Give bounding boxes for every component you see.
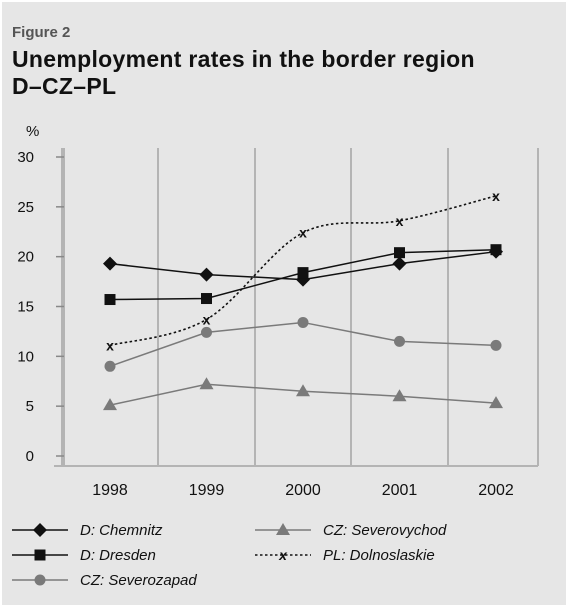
series-line [109, 195, 497, 347]
data-point: x [299, 225, 307, 241]
series-cz-severozapad [104, 316, 502, 372]
x-tick-label: 2002 [478, 482, 514, 499]
legend-swatch-marker [34, 574, 46, 586]
data-point [103, 398, 117, 411]
y-tick-label: 20 [17, 249, 34, 266]
series-pl-dolnoslaskie: x x x x x [106, 188, 500, 354]
x-tick-label: 2001 [382, 482, 418, 499]
legend-item: D: Chemnitz [10, 519, 163, 541]
legend-swatch-marker [33, 523, 47, 537]
data-point [297, 267, 309, 279]
legend-label: CZ: Severovychod [323, 521, 447, 539]
y-tick-label: 15 [17, 299, 34, 316]
legend-item: CZ: Severozapad [10, 569, 197, 591]
legend-swatch [12, 523, 68, 537]
legend-item: D: Dresden [10, 544, 156, 566]
x-tick-label: 1999 [189, 482, 225, 499]
data-point [490, 339, 502, 351]
data-point: x [203, 311, 211, 327]
y-unit-label: % [26, 123, 39, 140]
legend-swatch-marker [34, 549, 46, 561]
series-d-dresden [104, 244, 502, 306]
legend-swatch-marker: x [278, 547, 288, 563]
legend-swatch [12, 549, 68, 561]
chart-legend: D: Chemnitz D: Dresden CZ: Severozapad CZ: … [10, 519, 555, 599]
legend-swatch [255, 523, 311, 535]
data-point [201, 293, 212, 305]
legend-label: D: Chemnitz [80, 521, 163, 539]
y-tick-label: 10 [17, 348, 34, 365]
data-point [394, 247, 405, 259]
legend-label: PL: Dolnoslaskie [323, 546, 435, 564]
figure-title-line-1: Unemployment rates in the border region [12, 46, 475, 72]
x-tick-label: 2000 [285, 482, 321, 499]
legend-swatch: x [255, 547, 311, 563]
y-tick-label: 0 [26, 448, 34, 465]
legend-label: D: Dresden [80, 546, 156, 564]
data-point [104, 360, 116, 372]
data-point: x [492, 188, 500, 204]
data-point [392, 256, 407, 271]
data-point [489, 396, 503, 409]
legend-label: CZ: Severozapad [80, 571, 197, 589]
data-point [104, 294, 116, 306]
y-tick-label: 5 [26, 398, 34, 415]
figure-title: Unemployment rates in the border region … [12, 46, 532, 100]
series-cz-severovychod [103, 377, 503, 411]
x-tick-label: 1998 [92, 482, 128, 499]
data-point [201, 326, 212, 338]
legend-swatch-marker [276, 523, 290, 535]
figure-label: Figure 2 [12, 24, 71, 41]
data-point [297, 316, 309, 328]
legend-swatch [12, 574, 68, 586]
data-point: x [396, 213, 404, 229]
data-point [103, 256, 117, 271]
y-tick-label: 25 [17, 199, 34, 216]
y-tick-label: 30 [17, 149, 34, 166]
data-point: x [106, 337, 114, 353]
figure-title-line-2: D–CZ–PL [12, 73, 117, 99]
legend-item: CZ: Severovychod [253, 519, 446, 541]
data-point [296, 384, 310, 397]
data-point [199, 267, 214, 282]
data-point [394, 335, 405, 347]
legend-item: x PL: Dolnoslaskie [253, 544, 435, 566]
data-point [490, 244, 502, 256]
data-point [392, 389, 407, 402]
data-point [199, 377, 214, 390]
series-line [109, 321, 497, 368]
